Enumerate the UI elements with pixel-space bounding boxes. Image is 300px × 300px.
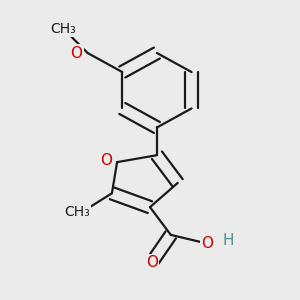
Text: O: O	[201, 236, 213, 251]
Text: H: H	[223, 233, 234, 248]
Text: CH₃: CH₃	[64, 206, 90, 219]
Text: O: O	[146, 255, 158, 270]
Text: O: O	[100, 153, 112, 168]
Text: CH₃: CH₃	[50, 22, 76, 36]
Text: O: O	[70, 46, 83, 61]
